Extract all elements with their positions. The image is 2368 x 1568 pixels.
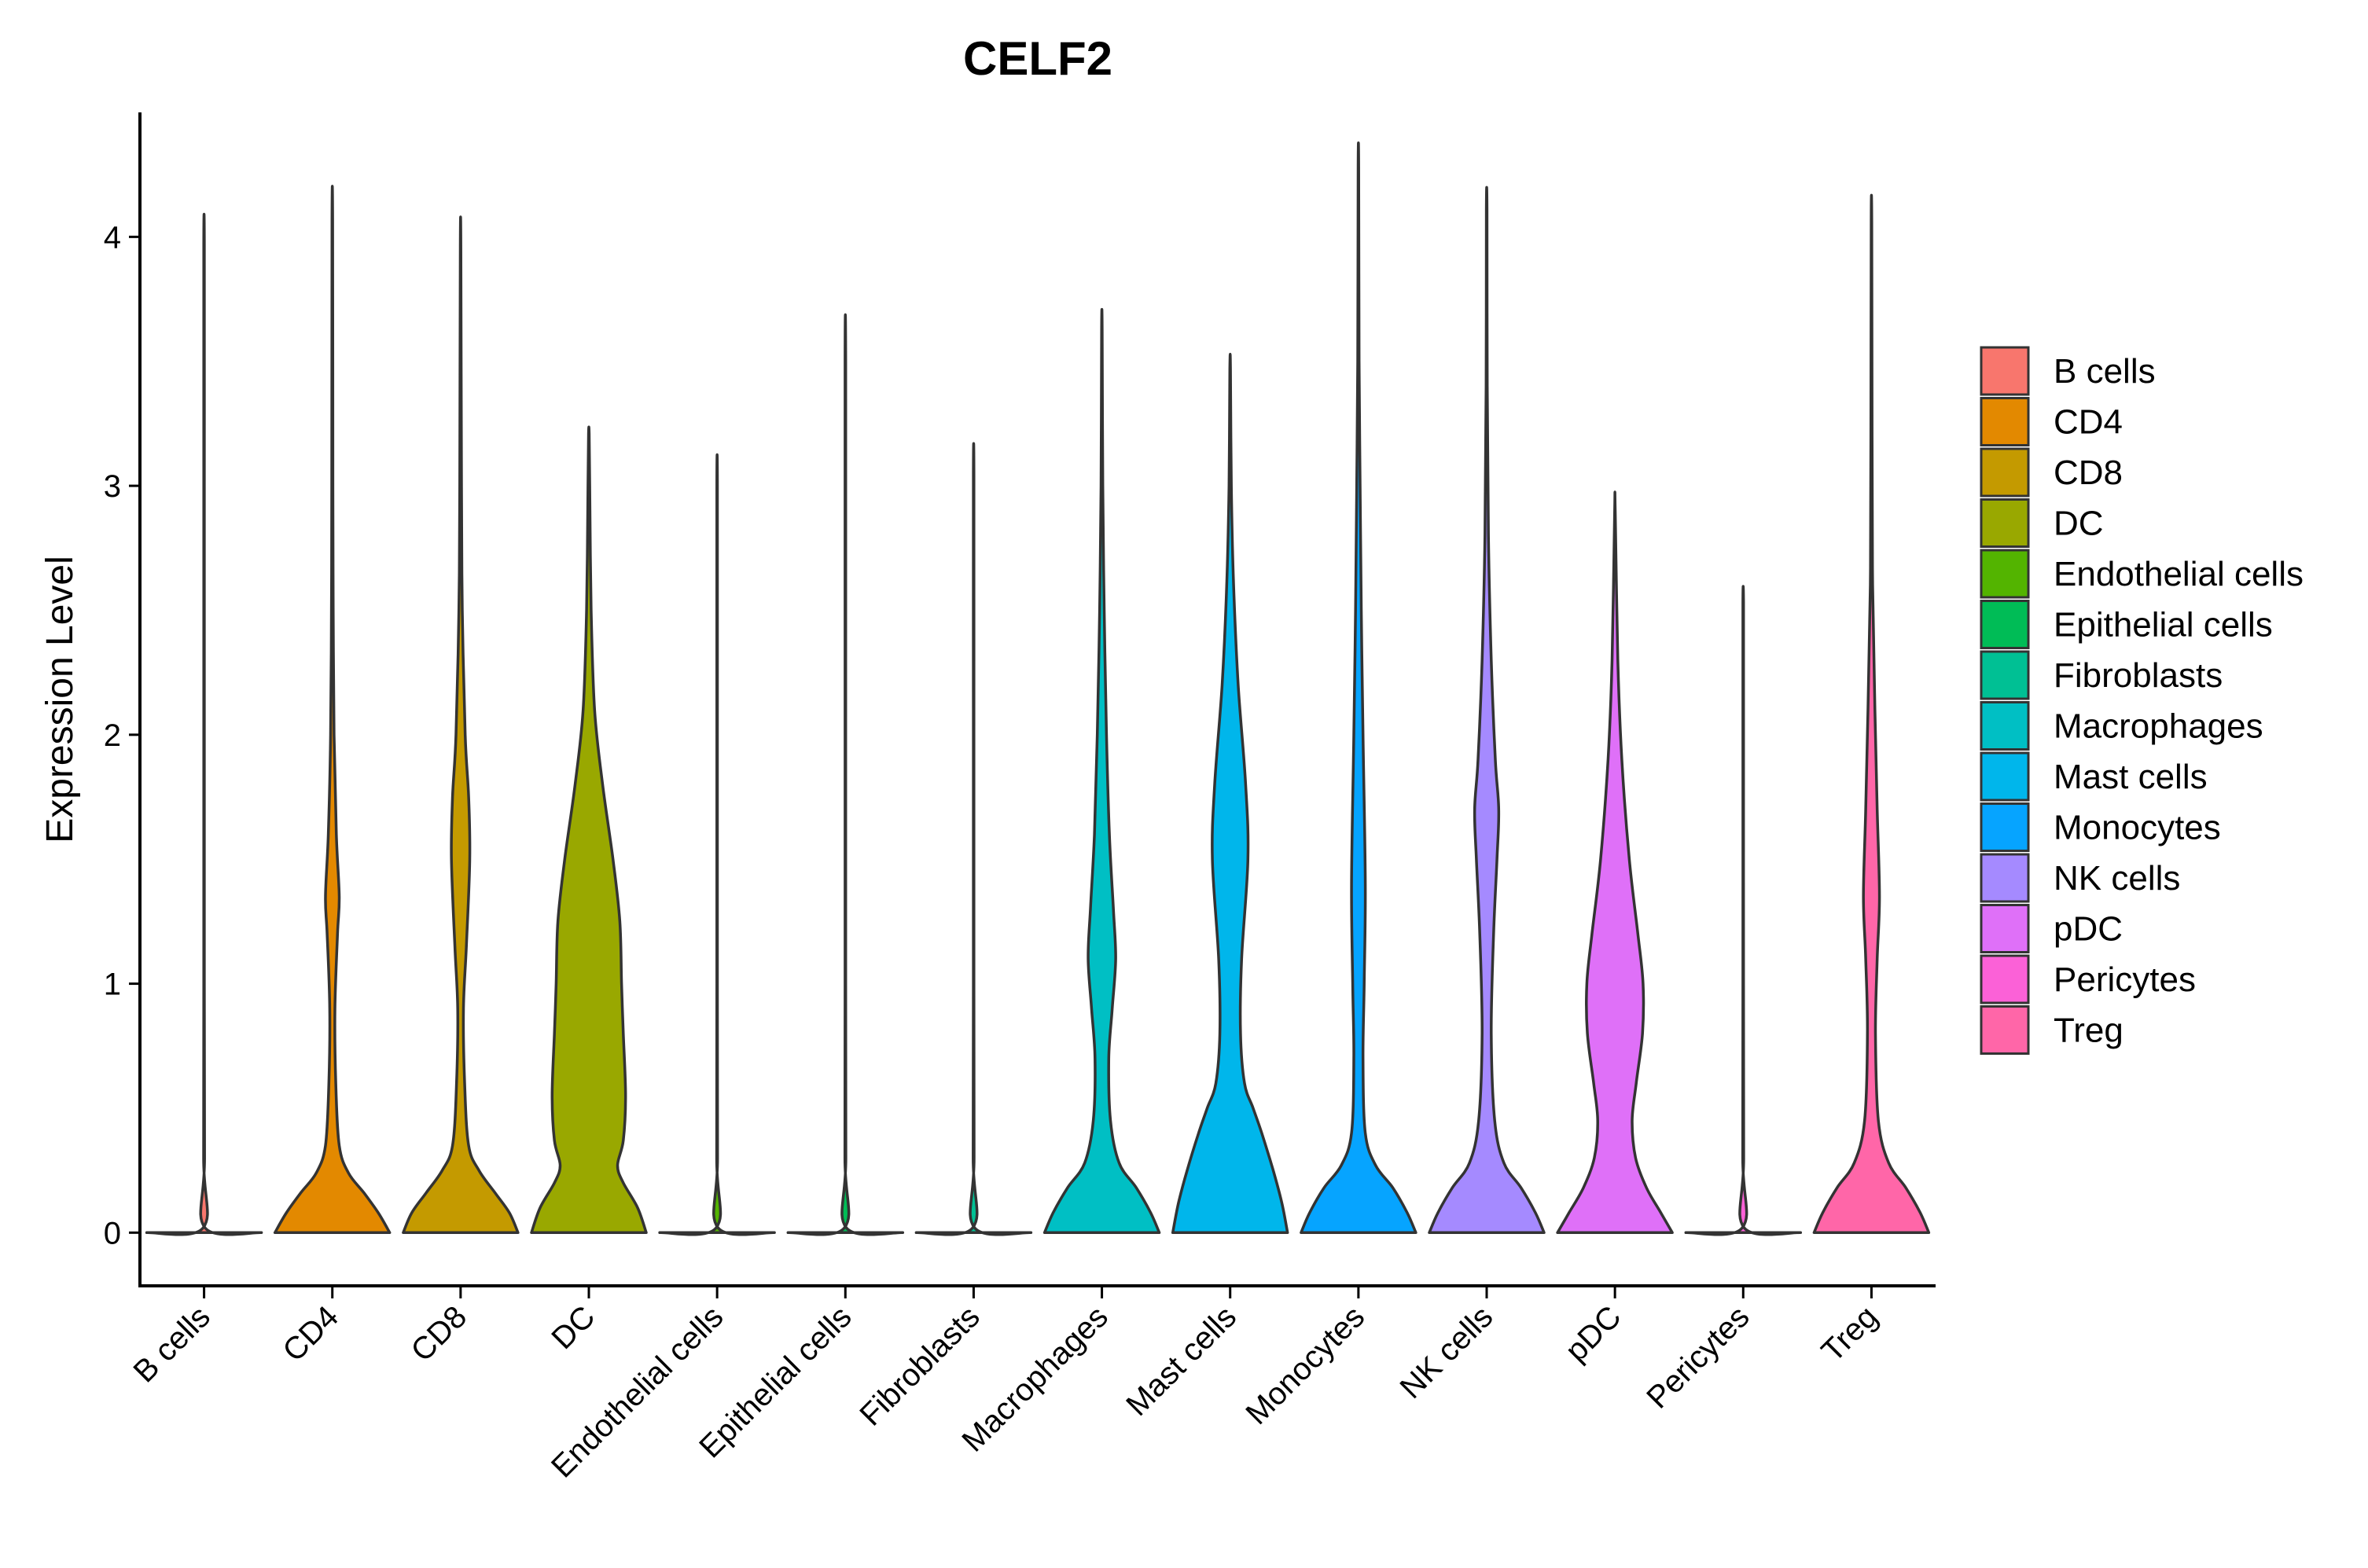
legend-label-epithelial-cells: Epithelial cells: [2054, 606, 2273, 644]
y-tick-label: 3: [104, 469, 121, 504]
legend-swatch-fibroblasts: [1980, 650, 2030, 700]
legend-swatch-pericytes: [1980, 954, 2030, 1004]
legend-label-monocytes: Monocytes: [2054, 809, 2221, 847]
legend-swatch-endothelial-cells: [1980, 549, 2030, 599]
legend-label-endothelial-cells: Endothelial cells: [2054, 555, 2304, 593]
x-tick-label: CD8: [405, 1299, 474, 1368]
y-axis: 0 1 2 3 4: [104, 220, 140, 1250]
legend-swatch-pdc: [1980, 904, 2030, 953]
x-tick-label: pDC: [1559, 1299, 1628, 1368]
chart-title: CELF2: [963, 32, 1112, 85]
violin-endothelial-cells: [658, 454, 776, 1236]
x-tick-label: B cells: [127, 1299, 217, 1389]
legend-label-b-cells: B cells: [2054, 352, 2156, 391]
legend-label-dc: DC: [2054, 505, 2104, 543]
violin-nk-cells: [1428, 185, 1546, 1235]
violin-epithelial-cells: [786, 313, 905, 1236]
violin-treg: [1812, 193, 1931, 1235]
x-tick-label: DC: [545, 1299, 601, 1356]
legend-label-pericytes: Pericytes: [2054, 960, 2196, 999]
x-tick-label: CD4: [276, 1299, 345, 1368]
legend: B cells CD4 CD8 DC Endothelial cells Epitheli…: [1980, 346, 2304, 1055]
legend-label-nk-cells: NK cells: [2054, 859, 2180, 898]
violin-mast-cells: [1171, 352, 1289, 1235]
y-tick-label: 1: [104, 968, 121, 1002]
legend-swatch-monocytes: [1980, 802, 2030, 852]
legend-swatch-cd8: [1980, 447, 2030, 498]
x-tick-label: Fibroblasts: [853, 1299, 986, 1432]
legend-label-treg: Treg: [2054, 1012, 2123, 1050]
y-tick-label: 0: [104, 1216, 121, 1250]
violin-pdc: [1556, 490, 1674, 1235]
violin-monocytes: [1300, 141, 1417, 1235]
legend-swatch-macrophages: [1980, 701, 2030, 751]
x-tick-label: Treg: [1815, 1299, 1884, 1368]
violin-macrophages: [1042, 308, 1161, 1235]
violin-dc: [530, 425, 648, 1235]
legend-label-cd8: CD8: [2054, 454, 2123, 492]
legend-swatch-epithelial-cells: [1980, 600, 2030, 649]
legend-swatch-b-cells: [1980, 346, 2030, 396]
legend-label-macrophages: Macrophages: [2054, 707, 2263, 746]
legend-label-cd4: CD4: [2054, 403, 2123, 442]
legend-swatch-treg: [1980, 1005, 2030, 1055]
violin-fibroblasts: [914, 442, 1033, 1236]
violin-cd4: [273, 185, 392, 1235]
legend-label-fibroblasts: Fibroblasts: [2054, 656, 2223, 695]
y-tick-label: 2: [104, 718, 121, 753]
x-tick-label: NK cells: [1394, 1299, 1500, 1405]
violins-group: [145, 141, 1931, 1236]
y-axis-label: Expression Level: [39, 556, 81, 843]
legend-label-mast-cells: Mast cells: [2054, 758, 2208, 796]
x-tick-label: Pericytes: [1640, 1299, 1756, 1415]
x-tick-label: Mast cells: [1120, 1299, 1243, 1423]
x-tick-label: Monocytes: [1239, 1299, 1371, 1431]
legend-swatch-cd4: [1980, 397, 2030, 446]
legend-swatch-dc: [1980, 498, 2030, 548]
legend-swatch-nk-cells: [1980, 853, 2030, 903]
legend-swatch-mast-cells: [1980, 751, 2030, 802]
y-tick-label: 4: [104, 220, 121, 255]
violin-b-cells: [145, 213, 263, 1236]
violin-pericytes: [1684, 585, 1803, 1236]
legend-label-pdc: pDC: [2054, 910, 2123, 949]
violin-cd8: [402, 215, 520, 1235]
